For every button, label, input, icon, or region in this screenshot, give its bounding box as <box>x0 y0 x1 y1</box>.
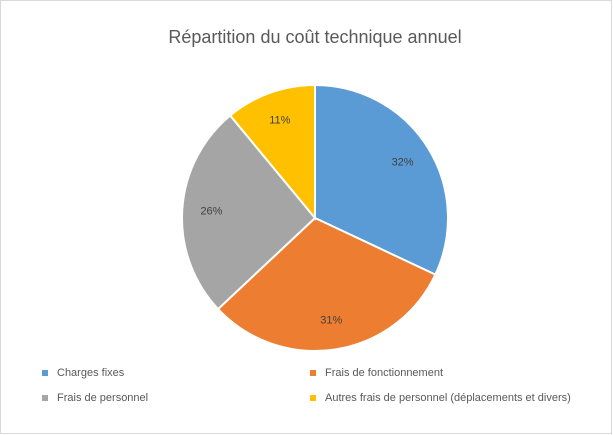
legend-swatch <box>310 395 316 401</box>
pie-slice <box>181 114 317 311</box>
chart-title: Répartition du coût technique annuel <box>168 27 461 47</box>
pie-slice <box>228 83 316 221</box>
data-label: 32% <box>392 156 414 168</box>
pie-slice <box>314 83 449 276</box>
legend-label: Frais de personnel <box>57 392 148 404</box>
data-label: 26% <box>200 205 222 217</box>
data-label: 31% <box>320 314 342 326</box>
data-label: 11% <box>269 114 290 126</box>
legend-label: Autres frais de personnel (déplacements … <box>325 392 571 404</box>
legend-swatch <box>42 370 48 376</box>
pie-slice <box>216 216 437 352</box>
legend-swatch <box>42 395 48 401</box>
legend-label: Charges fixes <box>57 367 125 379</box>
legend-swatch <box>310 370 316 376</box>
legend-label: Frais de fonctionnement <box>325 367 443 379</box>
